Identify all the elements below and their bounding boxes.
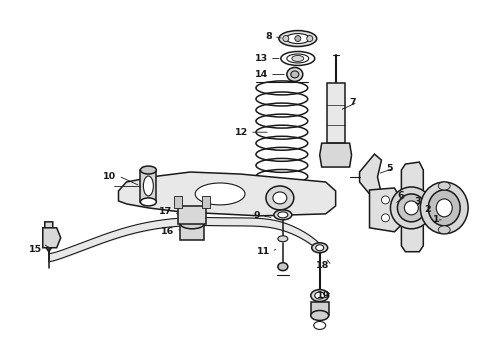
Text: 8: 8: [265, 32, 272, 41]
Bar: [202, 196, 210, 208]
Ellipse shape: [278, 263, 288, 271]
Ellipse shape: [283, 36, 289, 41]
Text: 5: 5: [386, 163, 392, 172]
Bar: [141, 170, 156, 202]
Ellipse shape: [281, 51, 315, 66]
Ellipse shape: [273, 192, 287, 204]
Ellipse shape: [278, 236, 288, 242]
Ellipse shape: [266, 186, 294, 210]
Ellipse shape: [287, 67, 303, 81]
Text: 16: 16: [161, 227, 174, 236]
Text: 19: 19: [317, 291, 330, 300]
Polygon shape: [45, 222, 53, 252]
Text: 18: 18: [317, 261, 330, 270]
Text: 14: 14: [255, 70, 268, 79]
Polygon shape: [360, 154, 382, 200]
Text: 7: 7: [349, 98, 356, 107]
Ellipse shape: [180, 219, 204, 229]
Ellipse shape: [438, 226, 450, 234]
Text: 6: 6: [398, 192, 404, 201]
Ellipse shape: [195, 183, 245, 205]
Text: 9: 9: [253, 211, 260, 220]
Ellipse shape: [286, 33, 310, 44]
Polygon shape: [180, 224, 204, 240]
Ellipse shape: [382, 214, 390, 222]
Ellipse shape: [311, 289, 329, 302]
Text: 17: 17: [159, 207, 172, 216]
Ellipse shape: [420, 182, 468, 234]
Ellipse shape: [428, 190, 460, 226]
Text: 2: 2: [425, 206, 431, 215]
Ellipse shape: [438, 182, 450, 190]
Text: 3: 3: [415, 197, 421, 206]
Polygon shape: [401, 162, 423, 252]
Ellipse shape: [316, 245, 324, 251]
Polygon shape: [319, 143, 352, 167]
Polygon shape: [119, 172, 336, 216]
Text: 1: 1: [433, 215, 439, 224]
Ellipse shape: [397, 194, 425, 222]
Ellipse shape: [307, 36, 313, 41]
Ellipse shape: [391, 187, 432, 229]
Ellipse shape: [141, 166, 156, 174]
Bar: [174, 196, 182, 208]
Ellipse shape: [295, 36, 301, 41]
Ellipse shape: [141, 198, 156, 206]
Ellipse shape: [311, 310, 329, 320]
Ellipse shape: [312, 243, 328, 253]
Ellipse shape: [287, 54, 309, 63]
Ellipse shape: [144, 176, 153, 196]
Ellipse shape: [274, 210, 292, 220]
Polygon shape: [43, 228, 61, 248]
Text: 15: 15: [29, 245, 42, 254]
Ellipse shape: [278, 212, 288, 218]
Ellipse shape: [291, 71, 299, 78]
Ellipse shape: [315, 292, 325, 299]
Ellipse shape: [292, 55, 304, 62]
Text: 11: 11: [257, 247, 270, 256]
Bar: [311, 302, 329, 315]
Polygon shape: [369, 188, 401, 232]
Text: 13: 13: [255, 54, 268, 63]
Text: 10: 10: [103, 171, 117, 180]
Ellipse shape: [314, 321, 326, 329]
Bar: [327, 84, 344, 143]
Ellipse shape: [279, 31, 317, 46]
Text: 12: 12: [235, 128, 248, 137]
Ellipse shape: [436, 199, 452, 217]
Ellipse shape: [404, 201, 418, 215]
Polygon shape: [178, 206, 206, 224]
Ellipse shape: [382, 196, 390, 204]
